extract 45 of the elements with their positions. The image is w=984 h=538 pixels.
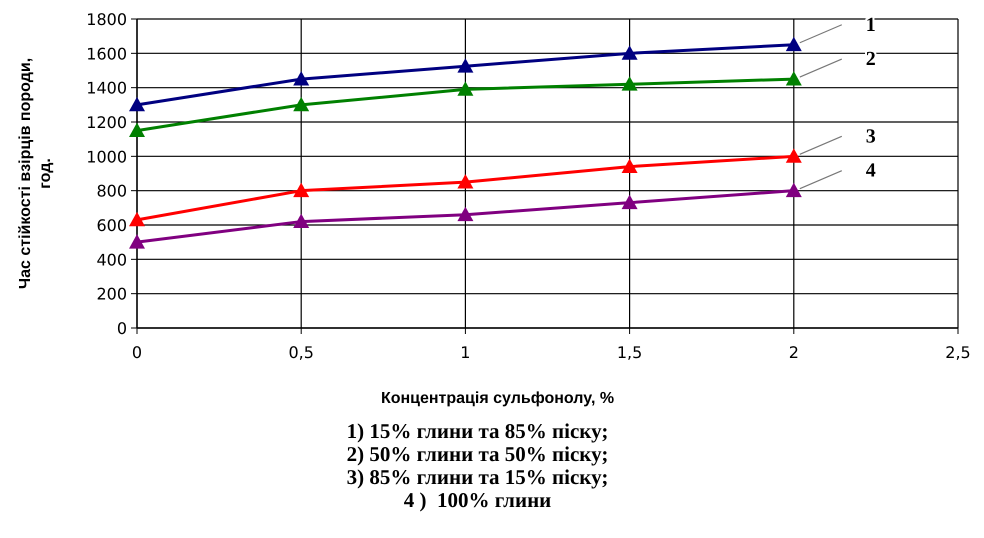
y-tick-label: 1600: [86, 44, 127, 64]
text: 4: [866, 160, 876, 182]
point: [293, 71, 310, 86]
point: [786, 182, 802, 198]
y-tick-label: 400: [96, 250, 127, 270]
point: [457, 174, 474, 188]
point: [129, 212, 145, 226]
x-tick-label: 2: [788, 343, 799, 362]
point: [129, 234, 145, 249]
point: [786, 71, 802, 86]
x-tick-label: 0,5: [288, 343, 314, 362]
x-tick-label: 0: [132, 343, 142, 362]
point: [129, 122, 145, 137]
x-axis-title: Концентрація сульфонолу, %: [380, 390, 614, 407]
point: [457, 206, 474, 222]
x-tick-label: 1: [460, 343, 470, 362]
point: [129, 96, 145, 112]
text: 1) 15% глини та 85% піску;: [346, 419, 608, 443]
y-axis-title: Час стійкості взірців породи, год.: [17, 58, 54, 290]
y-tick-label: 1400: [86, 78, 127, 98]
point: [293, 96, 310, 112]
point: [786, 36, 802, 52]
y-tick-label: 1000: [86, 147, 127, 166]
y-tick-label: 1200: [86, 113, 127, 132]
text: 2: [866, 48, 876, 70]
text: 2) 50% глини та 50% піску;: [346, 442, 608, 466]
point: [293, 214, 310, 228]
text: 3: [866, 125, 876, 148]
point: [457, 81, 474, 96]
point: [622, 45, 638, 60]
text: 4 ) 100% глини: [404, 488, 552, 512]
y-tick-label: 600: [96, 216, 127, 235]
y-tick-label: 0: [116, 319, 127, 338]
point: [622, 194, 638, 210]
point: [622, 76, 638, 91]
point: [786, 148, 802, 163]
x-tick-label: 2,5: [945, 343, 971, 362]
y-tick-label: 200: [96, 284, 127, 304]
y-tick-label: 1800: [86, 10, 127, 29]
point: [622, 158, 638, 174]
point: [457, 58, 474, 73]
text: 3) 85% глини та 15% піску;: [346, 465, 608, 489]
x-tick-label: 1,5: [616, 343, 642, 362]
point: [293, 182, 310, 198]
y-tick-label: 800: [96, 182, 127, 201]
